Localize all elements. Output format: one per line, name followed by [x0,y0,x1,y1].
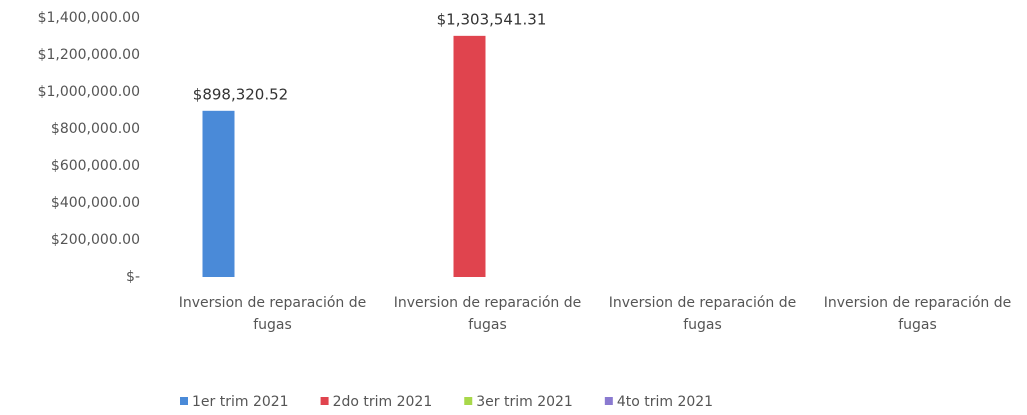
x-tick-label: Inversion de reparación de fugas [823,295,1012,333]
y-tick-label: $1,000,000.00 [38,84,140,100]
legend-label: 2do trim 2021 [333,394,433,410]
legend-swatch [320,397,329,405]
legend-label: 1er trim 2021 [192,394,289,410]
data-label: $898,320.52 [193,85,288,103]
x-tick-label: Inversion de reparación de fugas [608,295,797,333]
legend-swatch [604,397,613,405]
y-tick-label: $400,000.00 [51,195,140,211]
y-tick-label: $600,000.00 [51,158,140,174]
x-tick-label: Inversion de reparación de fugas [393,295,582,333]
legend-swatch [180,397,188,405]
legend-label: 4to trim 2021 [617,394,713,410]
legend-label: 3er trim 2021 [476,394,573,410]
x-tick-label: Inversion de reparación de fugas [178,295,367,333]
y-tick-label: $1,400,000.00 [38,10,140,26]
y-tick-label: $200,000.00 [51,232,140,248]
y-tick-label: $1,200,000.00 [38,47,140,63]
y-tick-label: $- [126,269,140,285]
legend-swatch [464,397,473,405]
bar [453,35,486,278]
bar [202,110,235,278]
data-label: $1,303,541.31 [437,10,547,28]
y-tick-label: $800,000.00 [51,121,140,137]
